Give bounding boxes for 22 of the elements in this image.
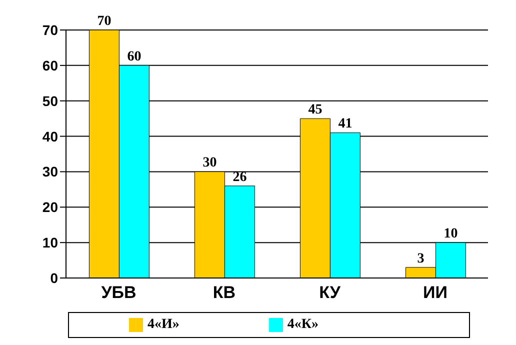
data-label: 10: [444, 226, 458, 242]
y-tick-label: 20: [42, 199, 58, 216]
x-tick-label: УБВ: [101, 283, 136, 302]
data-label: 60: [127, 49, 142, 64]
legend-label: 4«К»: [287, 317, 319, 332]
data-label: 30: [202, 156, 217, 171]
legend-label: 4«И»: [147, 317, 180, 332]
y-tick-label: 10: [42, 234, 58, 251]
x-tick-label: КВ: [212, 283, 236, 302]
x-tick-label: ИИ: [423, 283, 448, 302]
y-tick-label: 60: [42, 57, 58, 74]
y-tick-label: 70: [42, 22, 58, 38]
data-label: 3: [417, 251, 424, 266]
data-label: 45: [308, 102, 322, 118]
data-label: 70: [97, 14, 112, 29]
y-tick-label: 40: [42, 128, 58, 144]
x-tick-label: КУ: [319, 283, 341, 302]
data-label: 41: [338, 116, 352, 132]
y-tick-label: 0: [50, 270, 58, 286]
data-label: 26: [232, 170, 247, 185]
y-tick-label: 50: [42, 92, 58, 109]
y-tick-label: 30: [42, 164, 58, 180]
